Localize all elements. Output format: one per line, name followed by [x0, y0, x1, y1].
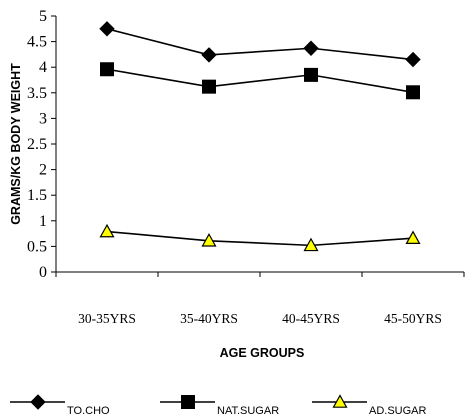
y-tick-label: 5 [39, 8, 47, 25]
series-line-nat-sugar [106, 68, 414, 94]
data-point-ad-sugar [303, 237, 319, 252]
legend: TO.CHO NAT.SUGAR AD.SUGAR [10, 394, 427, 417]
data-point-ad-sugar [201, 233, 217, 247]
legend-marker-ad-sugar [332, 394, 348, 408]
data-point-nat-sugar [406, 85, 420, 100]
legend-marker-nat-sugar [181, 395, 195, 409]
y-axis-title: GRAMS/KG BODY WEIGHT [9, 63, 23, 225]
data-point-ad-sugar [99, 223, 115, 238]
y-tick-label: 1 [39, 213, 47, 230]
x-tick-label: 30-35YRS [78, 311, 136, 326]
y-tick-label: 1.5 [27, 187, 47, 204]
legend-label-ad-sugar: AD.SUGAR [369, 405, 427, 417]
series-layer [99, 21, 421, 252]
data-point-nat-sugar [304, 67, 318, 82]
x-ticks: 30-35YRS 35-40YRS 40-45YRS 45-50YRS [55, 272, 465, 326]
y-tick-label: 4 [39, 59, 47, 76]
legend-label-nat-sugar: NAT.SUGAR [217, 405, 279, 417]
x-tick-label: 45-50YRS [384, 311, 442, 326]
y-tick-label: 0.5 [27, 238, 47, 255]
data-point-to-cho [201, 47, 217, 63]
data-point-to-cho [405, 51, 421, 68]
y-tick-label: 2 [39, 162, 47, 179]
y-tick-label: 2.5 [27, 136, 47, 153]
x-tick-label: 35-40YRS [180, 311, 238, 326]
data-point-nat-sugar [100, 62, 114, 77]
y-tick-label: 3.5 [27, 85, 47, 102]
y-tick-label: 4.5 [27, 34, 47, 51]
data-point-ad-sugar [405, 230, 421, 245]
x-tick-label: 40-45YRS [282, 311, 340, 326]
y-ticks: 0 0.5 1 1.5 2 2.5 3 3.5 4 4.5 5 [27, 8, 56, 281]
y-tick-label: 0 [39, 264, 47, 281]
data-point-to-cho [303, 40, 319, 56]
x-axis-title: AGE GROUPS [220, 346, 305, 360]
data-point-to-cho [99, 21, 115, 37]
data-point-nat-sugar [202, 79, 216, 94]
series-line-to-cho [106, 28, 414, 61]
legend-label-to-cho: TO.CHO [67, 405, 110, 417]
y-tick-label: 3 [39, 110, 47, 127]
series-line-ad-sugar [106, 230, 414, 247]
legend-marker-to-cho [30, 394, 46, 410]
